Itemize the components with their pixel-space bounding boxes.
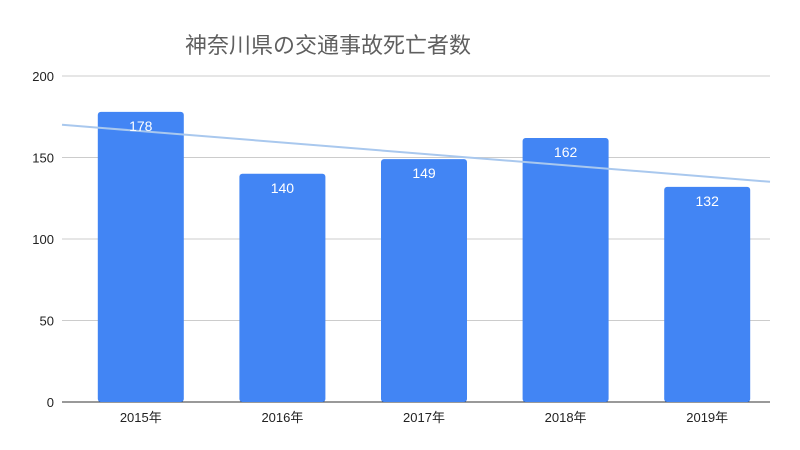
y-tick-label: 0: [47, 395, 54, 410]
chart-title: 神奈川県の交通事故死亡者数: [185, 34, 472, 59]
y-tick-label: 200: [32, 69, 54, 84]
bar: [97, 111, 184, 403]
y-axis-ticks: 0 50 100 150 200: [32, 69, 54, 410]
bar: [239, 173, 326, 402]
x-tick-label: 2015年: [120, 410, 162, 425]
y-tick-label: 50: [40, 314, 54, 329]
bar-data-label: 132: [696, 193, 720, 209]
bar: [381, 159, 467, 402]
x-tick-label: 2019年: [686, 410, 728, 425]
x-tick-label: 2017年: [403, 410, 445, 425]
x-axis-ticks: 2015年 2016年 2017年 2018年 2019年: [120, 410, 728, 425]
y-tick-label: 150: [32, 151, 54, 166]
trendline-layer: [61, 123, 771, 183]
trendline: [61, 123, 771, 183]
bar-data-label: 178: [129, 118, 153, 134]
bar-data-label: 149: [412, 165, 436, 181]
bars: [97, 111, 751, 403]
x-tick-label: 2016年: [261, 410, 303, 425]
bar-data-label: 162: [554, 144, 578, 160]
data-labels: 178 140 149 162 132: [129, 118, 719, 209]
y-tick-label: 100: [32, 232, 54, 247]
bar: [522, 137, 609, 402]
x-tick-label: 2018年: [545, 410, 587, 425]
bar-data-label: 140: [271, 180, 295, 196]
bar: [664, 186, 751, 402]
